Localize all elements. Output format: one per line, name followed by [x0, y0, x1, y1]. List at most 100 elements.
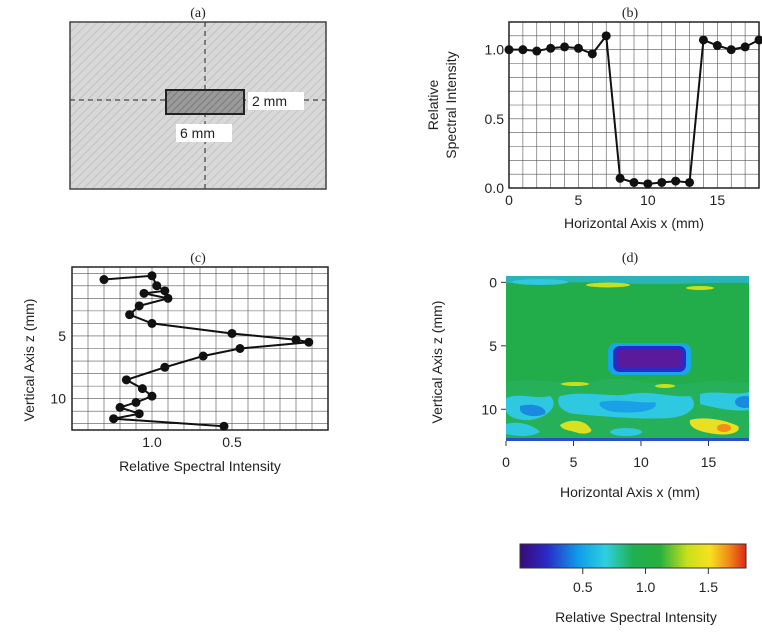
panel-b: (b) 0 5 10 15 0.0 0.5 1.0 Horizontal Axis x (m…	[425, 6, 762, 231]
data-point	[643, 179, 653, 189]
panel-c-grid	[71, 267, 329, 430]
data-point	[560, 42, 570, 52]
y-tick-label: 10	[481, 401, 497, 417]
panel-b-title: (b)	[622, 6, 639, 21]
colorbar-label: Relative Spectral Intensity	[555, 609, 717, 625]
heatmap-inclusion-core	[617, 349, 682, 368]
panel-c-title: (c)	[190, 251, 206, 266]
data-point	[147, 271, 157, 281]
panel-b-ticks: 0 5 10 15 0.0 0.5 1.0	[485, 42, 726, 208]
data-point	[99, 275, 109, 285]
panel-b-ylabel-line2: Spectral Intensity	[443, 51, 459, 158]
x-tick-label: 0.5	[222, 434, 242, 450]
data-point	[304, 337, 314, 347]
panel-d-ylabel: Vertical Axis z (mm)	[429, 301, 445, 424]
data-point	[235, 344, 245, 353]
heatmap-blue-patch-2	[599, 400, 656, 413]
data-point	[546, 43, 556, 53]
data-point	[147, 318, 157, 328]
data-point	[109, 414, 119, 424]
heatmap-cyan-patch-5	[610, 428, 642, 436]
data-point	[125, 310, 135, 320]
data-point	[198, 351, 208, 361]
data-point	[740, 42, 750, 52]
y-tick-label: 5	[489, 338, 497, 354]
data-point	[615, 173, 625, 183]
heatmap-yellow-streak-2	[655, 384, 675, 388]
data-point	[131, 397, 141, 407]
x-tick-label: 15	[710, 192, 726, 208]
data-point	[754, 35, 762, 45]
panel-c-xlabel: Relative Spectral Intensity	[119, 458, 281, 474]
data-point	[587, 49, 597, 59]
inclusion-rect	[165, 89, 245, 115]
data-point	[291, 335, 301, 345]
heatmap-yellow-patch-1	[560, 420, 592, 434]
heatmap-cyan-patch-3	[700, 392, 749, 411]
data-point	[629, 177, 639, 187]
heatmap-orange-patch	[717, 424, 731, 432]
data-point	[134, 301, 144, 311]
data-point	[504, 45, 514, 55]
x-tick-label: 5	[570, 454, 578, 470]
x-tick-label: 15	[701, 454, 717, 470]
data-point	[573, 43, 583, 53]
data-point	[147, 391, 157, 401]
y-tick-label: 0	[489, 274, 497, 290]
colorbar-tick-label: 1.5	[699, 579, 719, 595]
data-point	[685, 177, 695, 187]
panel-b-ylabel-line1: Relative	[425, 80, 441, 131]
inclusion-height-label: 2 mm	[252, 93, 287, 109]
data-point	[160, 362, 170, 372]
data-point	[134, 409, 144, 419]
panel-c: (c) 1.0 0.5 5 10 Relative Spectral Intensit…	[21, 251, 329, 474]
panel-d-heatmap	[506, 276, 749, 441]
data-point	[160, 286, 170, 296]
y-tick-label: 0.0	[485, 180, 505, 196]
colorbar	[519, 543, 747, 569]
data-point	[152, 281, 162, 291]
heatmap-bottom-edge	[506, 438, 749, 441]
data-point	[671, 176, 681, 186]
data-point	[532, 46, 542, 56]
data-point	[698, 35, 708, 45]
heatmap-cyan-patch-4	[506, 422, 540, 436]
width-label-bg	[248, 92, 304, 110]
y-tick-label: 10	[50, 391, 66, 407]
data-point	[139, 288, 149, 298]
length-label-bg	[176, 124, 232, 142]
panel-a-title: (a)	[190, 6, 206, 21]
x-tick-label: 0	[502, 454, 510, 470]
y-tick-label: 1.0	[485, 42, 505, 58]
panel-d-title: (d)	[622, 251, 639, 266]
heatmap-top-yellow-1	[586, 282, 630, 288]
panel-d-ticks: 0 5 10 15 0 5 10	[481, 274, 716, 470]
data-point	[137, 384, 147, 394]
data-point	[518, 45, 528, 55]
y-tick-label: 5	[58, 328, 66, 344]
x-tick-label: 10	[640, 192, 656, 208]
data-point	[227, 328, 237, 338]
panel-c-frame	[71, 266, 329, 431]
colorbar-tick-label: 1.0	[636, 579, 656, 595]
y-tick-label: 0.5	[485, 111, 505, 127]
heatmap-yellow-streak-1	[561, 382, 589, 386]
data-point	[601, 31, 611, 41]
data-point	[712, 41, 722, 51]
heatmap-blue-patch-1	[520, 404, 546, 417]
heatmap-blue-patch-3	[735, 396, 749, 408]
x-tick-label: 5	[575, 192, 583, 208]
x-tick-label: 1.0	[142, 434, 162, 450]
data-point	[726, 45, 736, 55]
heatmap-top-yellow-2	[686, 286, 714, 290]
inclusion-length-label: 6 mm	[180, 125, 215, 141]
colorbar-tick-label: 0.5	[573, 579, 593, 595]
panel-d: (d)	[429, 251, 749, 625]
x-tick-label: 10	[633, 454, 649, 470]
panel-c-ylabel: Vertical Axis z (mm)	[21, 299, 37, 422]
colorbar-ticks: 0.5 1.0 1.5	[573, 568, 718, 595]
heatmap-top-cyan	[512, 279, 568, 285]
data-point	[163, 293, 173, 303]
panel-b-xlabel: Horizontal Axis x (mm)	[564, 215, 704, 231]
panel-b-series	[504, 31, 762, 189]
